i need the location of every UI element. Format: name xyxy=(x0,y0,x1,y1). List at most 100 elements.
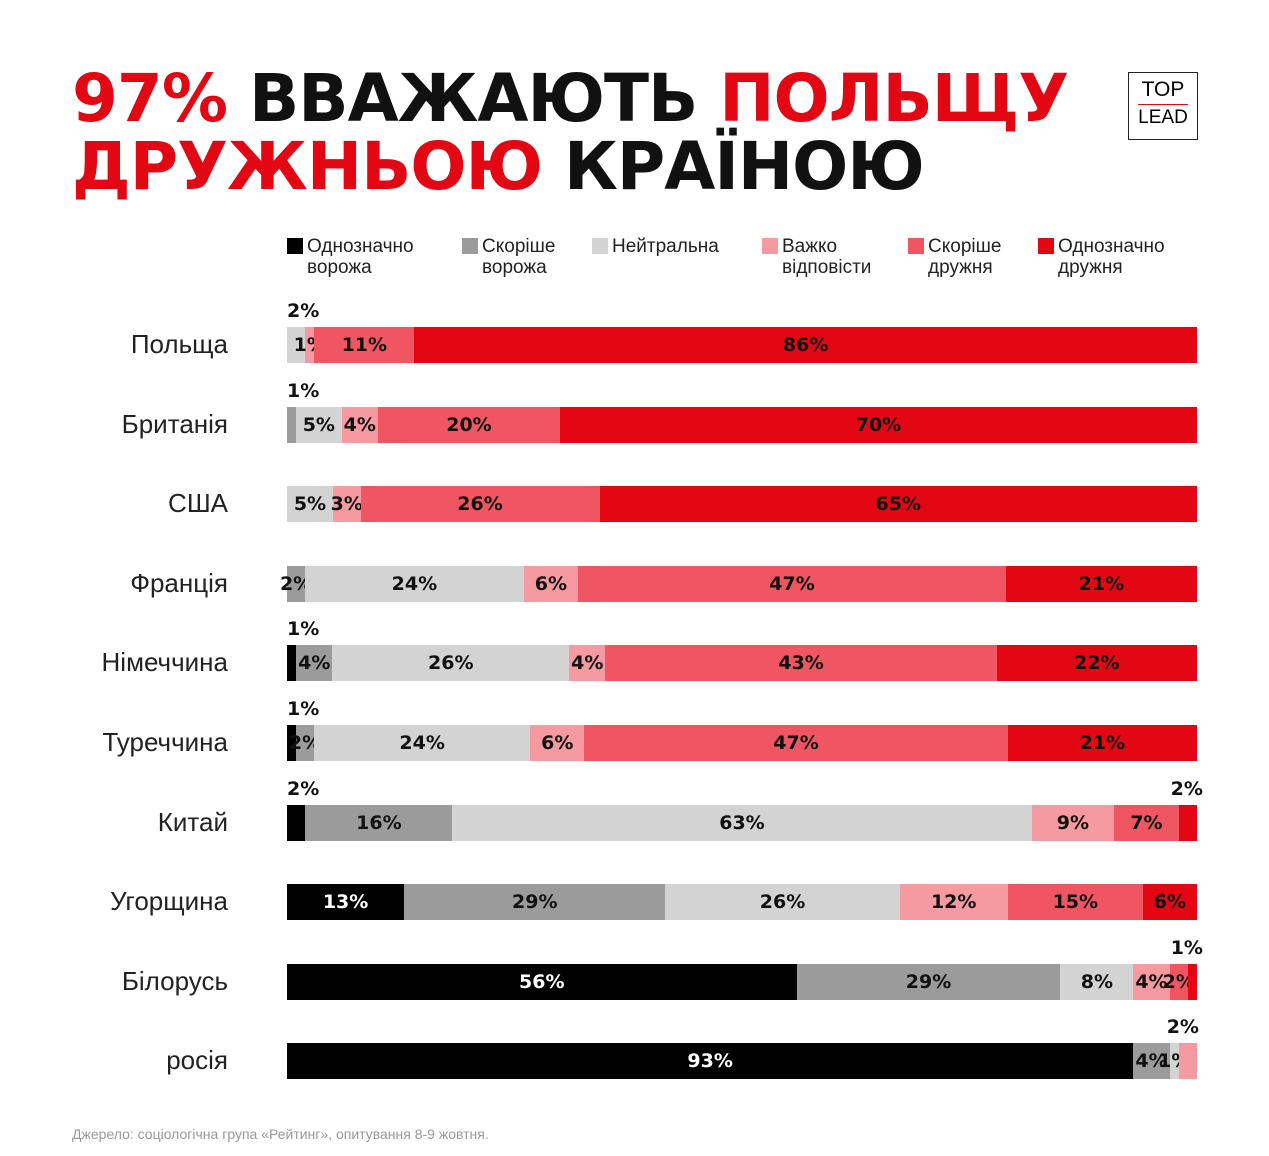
legend-swatch xyxy=(592,238,608,254)
bar-row: 5% 3% 26% 65% xyxy=(287,486,1197,523)
value-label: 29% xyxy=(905,970,952,993)
title-part: ПОЛЬЩУ xyxy=(719,60,1069,137)
title-part: ДРУЖНЬОЮ xyxy=(72,128,564,205)
bar-segment-Однозначно-дружня: 22% xyxy=(996,645,1197,682)
bar-segment-Скоріше-ворожа: 16% xyxy=(305,804,453,841)
title-line-2: ДРУЖНЬОЮ КРАЇНОЮ xyxy=(72,134,925,200)
legend-label: Однозначно дружня xyxy=(1058,236,1165,278)
value-label: 1% xyxy=(287,379,320,402)
bar-segment-Нейтральна: 5% xyxy=(287,486,333,523)
value-label: 4% xyxy=(1135,1050,1168,1073)
bar-segment-Скоріше-дружня: 47% xyxy=(578,565,1006,602)
bar-segment-Однозначно-дружня: 86% xyxy=(414,327,1197,363)
bar-segment-Однозначно-дружня: 70% xyxy=(559,406,1197,443)
value-label: 26% xyxy=(457,493,503,516)
value-label: 2% xyxy=(1166,1016,1199,1039)
category-label: Угорщина xyxy=(110,886,228,917)
bar-segment-Скоріше-ворожа: 2% xyxy=(289,725,321,761)
value-label: 2% xyxy=(1162,970,1195,993)
legend-swatch xyxy=(762,238,778,254)
bar-segment-Скоріше-ворожа: 4% xyxy=(296,645,333,682)
category-label: США xyxy=(168,488,228,519)
value-label: 26% xyxy=(428,652,474,675)
value-label: 29% xyxy=(512,891,558,914)
bar-segment-Скоріше-дружня: 2% xyxy=(1163,963,1195,1000)
bar-segment-Нейтральна: 1% xyxy=(1158,1043,1190,1080)
value-label: 15% xyxy=(1052,891,1099,914)
value-label: 47% xyxy=(769,572,815,595)
legend-item: Важко відповісти xyxy=(762,236,871,278)
value-label: 13% xyxy=(322,891,369,914)
value-label: 5% xyxy=(293,493,327,516)
value-label: 16% xyxy=(356,811,402,834)
legend-swatch xyxy=(462,238,478,254)
bar-segment-Важко-відповісти: 4% xyxy=(341,406,378,443)
value-label: 6% xyxy=(534,572,568,595)
category-label: Німеччина xyxy=(101,647,228,678)
value-label: 20% xyxy=(446,413,492,436)
value-label: 21% xyxy=(1079,732,1126,754)
bar-segment-Важко-відповісти: 9% xyxy=(1031,804,1115,841)
bar-segment-Скоріше-дружня: 20% xyxy=(377,406,560,443)
logo-top: TOP xyxy=(1141,78,1185,101)
bar-segment-Скоріше-дружня: 26% xyxy=(360,486,600,523)
value-label: 6% xyxy=(541,732,574,754)
category-label: Британія xyxy=(121,408,228,439)
bar-segment-Важко-відповісти: 6% xyxy=(523,565,579,602)
value-label: 4% xyxy=(1135,970,1168,993)
bar-segment-Скоріше-ворожа: 1% xyxy=(287,380,319,443)
bar-segment-Скоріше-дружня: 11% xyxy=(314,327,415,363)
legend-item: Однозначно ворожа xyxy=(287,236,414,278)
legend-item: Однозначно дружня xyxy=(1038,236,1165,278)
bar-segment-Важко-відповісти: 12% xyxy=(899,884,1008,921)
bar-segment-Нейтральна: 2% xyxy=(287,300,319,363)
bar-segment-Однозначно-ворожа: 2% xyxy=(287,778,319,841)
value-label: 24% xyxy=(391,572,438,595)
bar-segment-Скоріше-ворожа: 2% xyxy=(280,565,312,602)
bar-segment-Важко-відповісти: 4% xyxy=(569,645,606,682)
bar-row: 2% 24% 6% 47% 21% xyxy=(280,565,1197,602)
value-label: 11% xyxy=(341,334,388,356)
value-label: 70% xyxy=(855,413,902,436)
value-label: 6% xyxy=(1153,891,1187,914)
toplead-logo: TOP LEAD xyxy=(1128,72,1198,140)
value-label: 21% xyxy=(1078,572,1125,595)
bar-segment-Нейтральна: 26% xyxy=(332,645,570,682)
bar-segment-Важко-відповісти: 2% xyxy=(1167,1016,1199,1080)
bar-segment-Нейтральна: 24% xyxy=(305,565,524,602)
category-label: Білорусь xyxy=(121,965,228,996)
bar-row: 1% 4% 26% 4% 43% 22% xyxy=(287,618,1197,682)
legend-item: Скоріше дружня xyxy=(908,236,1001,278)
bar-segment-Однозначно-ворожа: 1% xyxy=(287,618,319,682)
legend-swatch xyxy=(1038,238,1054,254)
bar-segment-Нейтральна: 24% xyxy=(314,725,531,761)
value-label: 93% xyxy=(687,1050,733,1073)
value-label: 22% xyxy=(1074,652,1120,675)
category-label: Франція xyxy=(130,567,228,598)
category-label: Китай xyxy=(157,806,228,837)
bar-segment-Важко-відповісти: 4% xyxy=(1133,963,1170,1000)
bar-row: 13% 29% 26% 12% 15% 6% xyxy=(287,884,1197,921)
value-label: 2% xyxy=(288,732,322,754)
bar-segment-Однозначно-ворожа: 93% xyxy=(287,1043,1134,1080)
value-label: 24% xyxy=(399,732,445,754)
legend-item: Скоріше ворожа xyxy=(462,236,555,278)
value-label: 56% xyxy=(519,970,565,993)
bar-segment-Скоріше-дружня: 47% xyxy=(584,725,1008,761)
value-label: 2% xyxy=(287,777,320,800)
logo-bottom: LEAD xyxy=(1138,107,1188,128)
value-label: 12% xyxy=(930,891,977,914)
bar-row: 1% 5% 4% 20% 70% xyxy=(287,380,1197,443)
title-part: 97% xyxy=(72,60,249,137)
bar-row: 2% 1% 11% 86% xyxy=(287,300,1197,363)
bar-segment-Скоріше-дружня: 15% xyxy=(1007,884,1143,921)
value-label: 4% xyxy=(298,652,331,675)
legend-label: Однозначно ворожа xyxy=(307,236,414,278)
bar-segment-Важко-відповісти: 6% xyxy=(530,725,585,761)
title-line-1: 97% ВВАЖАЮТЬ ПОЛЬЩУ xyxy=(72,66,1069,132)
bar-segment-Нейтральна: 26% xyxy=(665,884,900,921)
bar-segment-Однозначно-дружня: 2% xyxy=(1171,778,1203,841)
legend-item: Нейтральна xyxy=(592,236,719,257)
legend-label: Скоріше ворожа xyxy=(482,236,556,278)
